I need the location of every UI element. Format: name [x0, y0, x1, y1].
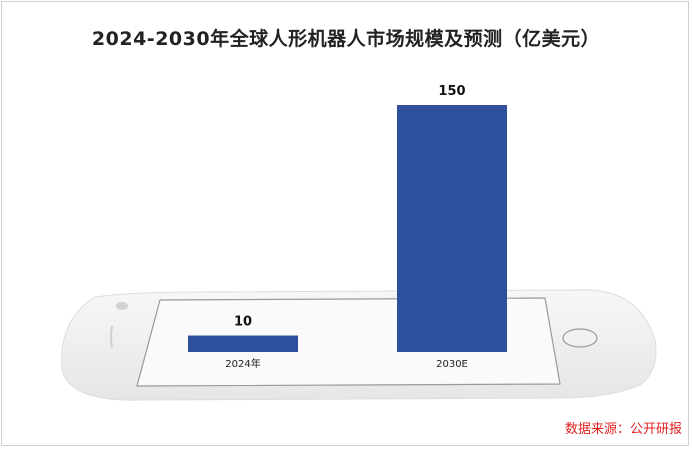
x-tick-1: 2030E [436, 359, 468, 370]
bar-series: 10 2024年 150 2030E [188, 84, 507, 370]
data-label-1: 150 [438, 84, 465, 99]
phone-illustration [61, 289, 657, 401]
data-label-0: 10 [234, 315, 252, 330]
bar-1 [397, 105, 507, 352]
x-tick-0: 2024年 [225, 357, 260, 370]
bar-0 [188, 335, 298, 352]
chart-title: 2024-2030年全球人形机器人市场规模及预测（亿美元） [91, 28, 601, 50]
source-note: 数据来源：公开研报 [564, 422, 682, 437]
